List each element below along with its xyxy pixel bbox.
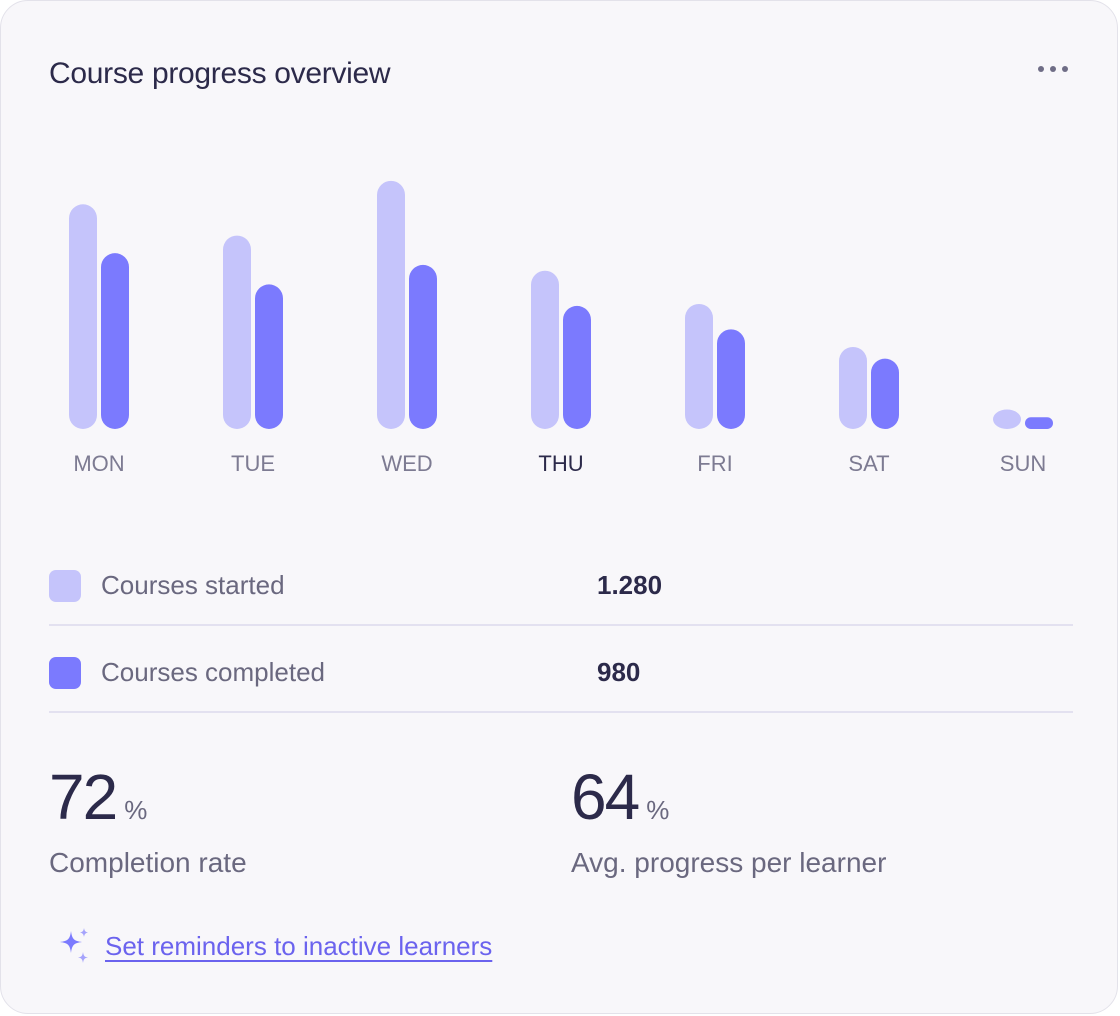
avg-progress-stat: 64% Avg. progress per learner <box>571 765 886 879</box>
avg-progress-value: 64 <box>571 761 640 833</box>
set-reminders-link[interactable]: Set reminders to inactive learners <box>105 930 493 961</box>
avg-progress-unit: % <box>646 795 670 825</box>
avg-progress-label: Avg. progress per learner <box>571 847 887 878</box>
reminder-action[interactable]: Set reminders to inactive learners <box>57 927 492 965</box>
legend-row-completed: Courses completed 980 <box>49 625 1073 713</box>
x-label-sun: SUN <box>1000 451 1046 476</box>
bar-started-sun[interactable] <box>993 409 1021 429</box>
more-options-icon[interactable] <box>1029 57 1077 81</box>
course-progress-bar-chart: MON TUE WED THU FRI SAT SUN <box>69 180 1053 476</box>
bar-started-thu[interactable] <box>531 270 559 429</box>
card-title: Course progress overview <box>49 57 391 90</box>
bar-completed-wed[interactable] <box>409 264 437 429</box>
completion-rate-label: Completion rate <box>49 847 247 878</box>
x-label-sat: SAT <box>848 451 889 476</box>
bar-started-wed[interactable] <box>377 180 405 429</box>
bar-completed-fri[interactable] <box>717 329 745 429</box>
x-label-tue: TUE <box>231 451 275 476</box>
bar-started-sat[interactable] <box>839 346 867 429</box>
x-label-wed: WED <box>381 451 432 476</box>
bar-started-tue[interactable] <box>223 235 251 429</box>
completion-rate-value: 72 <box>49 761 118 833</box>
legend-label-started: Courses started <box>101 570 285 600</box>
bar-completed-sat[interactable] <box>871 358 899 429</box>
legend-row-started: Courses started 1.280 <box>49 538 1073 626</box>
x-label-fri: FRI <box>697 451 732 476</box>
bar-completed-thu[interactable] <box>563 305 591 429</box>
x-label-thu: THU <box>538 451 583 476</box>
bar-completed-mon[interactable] <box>101 253 129 429</box>
bar-completed-tue[interactable] <box>255 284 283 429</box>
bar-completed-sun[interactable] <box>1025 417 1053 429</box>
sparkles-icon <box>60 928 88 963</box>
started-swatch <box>49 570 81 602</box>
completion-rate-unit: % <box>124 795 148 825</box>
legend-value-started: 1.280 <box>597 570 663 600</box>
legend-label-completed: Courses completed <box>101 657 325 687</box>
bar-started-mon[interactable] <box>69 204 97 429</box>
completion-rate-stat: 72% Completion rate <box>49 765 247 879</box>
completed-swatch <box>49 657 81 689</box>
legend-value-completed: 980 <box>597 657 641 687</box>
bar-started-fri[interactable] <box>685 303 713 429</box>
x-label-mon: MON <box>73 451 124 476</box>
